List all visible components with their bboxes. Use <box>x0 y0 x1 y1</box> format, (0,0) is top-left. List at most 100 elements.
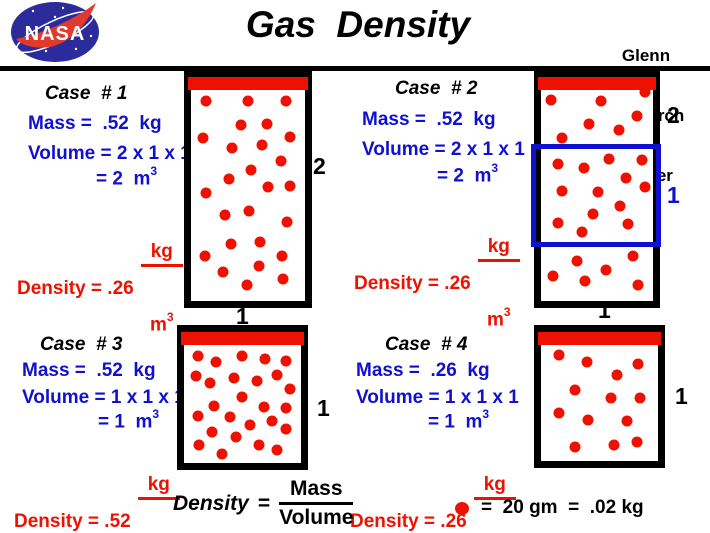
case-2-volume: Volume = 2 x 1 x 1 <box>362 139 525 160</box>
gas-molecule-dot <box>226 142 238 154</box>
gas-molecule-dot <box>578 162 590 174</box>
gas-molecule-dot <box>261 118 273 130</box>
gas-molecule-dot <box>254 236 266 248</box>
gas-molecule-dot <box>595 95 607 107</box>
case-2-volume-result: = 2 m3 <box>437 161 498 187</box>
gas-molecule-dot <box>230 431 242 443</box>
case-4-container-lid <box>538 332 661 345</box>
gas-molecule-dot <box>208 400 220 412</box>
formula-lhs: Density <box>173 491 249 515</box>
gas-molecule-dot <box>613 124 625 136</box>
case-1-volume: Volume = 2 x 1 x 1 <box>28 143 191 164</box>
gas-molecule-dot <box>271 444 283 456</box>
case-1-height-label: 2 <box>313 153 326 179</box>
case-2-container-lid <box>538 77 656 90</box>
gas-molecule-dot <box>621 415 633 427</box>
density-text: Density = .26 <box>17 277 134 299</box>
volume-result-text: = 1 m <box>98 411 153 433</box>
case-2-unit-height-label: 1 <box>667 182 680 208</box>
density-text: Density = .52 <box>14 510 131 532</box>
gas-molecule-dot <box>210 356 222 368</box>
gas-molecule-dot <box>193 439 205 451</box>
gas-molecule-dot <box>547 270 559 282</box>
fraction-numerator: kg <box>477 236 520 262</box>
gas-molecule-dot <box>280 95 292 107</box>
gas-molecule-dot <box>587 208 599 220</box>
legend-text: = 20 gm = .02 kg <box>481 497 644 518</box>
case-1-volume-result: = 2 m3 <box>96 164 157 190</box>
density-formula: Density = Mass Volume <box>173 477 354 530</box>
gas-molecule-dot <box>256 139 268 151</box>
gas-molecule-dot <box>631 110 643 122</box>
gas-molecule-dot <box>280 355 292 367</box>
gas-molecule-dot <box>556 185 568 197</box>
case-4-gas-dots <box>534 325 665 468</box>
formula-numerator: Mass <box>279 477 354 505</box>
volume-exponent: 3 <box>152 407 160 421</box>
case-2-gas-dots <box>534 70 660 308</box>
gas-molecule-dot <box>200 187 212 199</box>
volume-result-text: = 2 m <box>96 168 151 190</box>
gas-molecule-dot <box>639 86 651 98</box>
case-1-gas-dots <box>184 70 312 308</box>
fraction-denominator: m3 <box>150 310 174 336</box>
fraction-numerator: kg <box>140 241 183 267</box>
case-3-volume: Volume = 1 x 1 x 1 <box>22 387 185 408</box>
case-2-height-label: 2 <box>667 102 680 128</box>
gas-molecule-dot <box>206 426 218 438</box>
case-3-gas-dots <box>177 325 308 470</box>
gas-molecule-dot <box>223 173 235 185</box>
gas-molecule-dot <box>569 441 581 453</box>
gas-molecule-dot <box>582 414 594 426</box>
gas-molecule-dot <box>244 419 256 431</box>
case-1-mass: Mass = .52 kg <box>28 113 162 134</box>
gas-molecule-dot <box>592 186 604 198</box>
case-1-width-label: 1 <box>236 303 249 329</box>
gas-molecule-dot <box>611 369 623 381</box>
gas-molecule-dot <box>581 356 593 368</box>
gas-molecule-dot <box>605 392 617 404</box>
gas-molecule-dot <box>553 407 565 419</box>
density-units-fraction: kg m3 <box>140 197 183 380</box>
density-units-fraction: kg m3 <box>477 192 520 375</box>
gas-molecule-dot <box>200 95 212 107</box>
gas-molecule-dot <box>262 181 274 193</box>
gas-molecule-dot <box>241 279 253 291</box>
gas-molecule-dot <box>277 273 289 285</box>
gas-molecule-dot <box>281 216 293 228</box>
gas-molecule-dot <box>634 392 646 404</box>
gas-molecule-dot <box>284 131 296 143</box>
gas-molecule-dot <box>608 439 620 451</box>
gas-molecule-dot <box>275 155 287 167</box>
fraction-denominator: m3 <box>487 305 511 331</box>
gas-molecule-dot <box>284 383 296 395</box>
gas-molecule-dot <box>225 238 237 250</box>
gas-molecule-dot <box>236 350 248 362</box>
gas-molecule-dot <box>192 350 204 362</box>
gas-molecule-dot <box>576 226 588 238</box>
case-4-volume-result: = 1 m3 <box>428 407 489 433</box>
gas-molecule-dot <box>199 250 211 262</box>
gas-molecule-dot <box>266 415 278 427</box>
case-1-title: Case # 1 <box>45 83 128 104</box>
case-3-title: Case # 3 <box>40 334 123 355</box>
logo-swoosh-icon <box>16 3 96 48</box>
volume-result-text: = 1 m <box>428 411 483 433</box>
gas-molecule-dot <box>639 181 651 193</box>
page-title: Gas Density <box>245 4 471 45</box>
gas-molecule-dot <box>243 205 255 217</box>
dot-legend: = 20 gm = .02 kg <box>455 497 644 519</box>
gas-molecule-dot <box>224 411 236 423</box>
gas-molecule-dot <box>552 158 564 170</box>
gas-molecule-dot <box>271 369 283 381</box>
formula-fraction: Mass Volume <box>279 477 354 530</box>
case-3-volume-result: = 1 m3 <box>98 407 160 433</box>
case-4-title: Case # 4 <box>385 334 468 355</box>
gas-molecule-dot <box>627 250 639 262</box>
case-1-density: Density = .26 kg m3 <box>17 197 183 380</box>
fraction-numerator: kg <box>137 474 180 500</box>
gas-molecule-dot <box>556 132 568 144</box>
gas-molecule-dot <box>228 372 240 384</box>
gas-molecule-dot <box>192 410 204 422</box>
gas-molecule-dot <box>571 255 583 267</box>
